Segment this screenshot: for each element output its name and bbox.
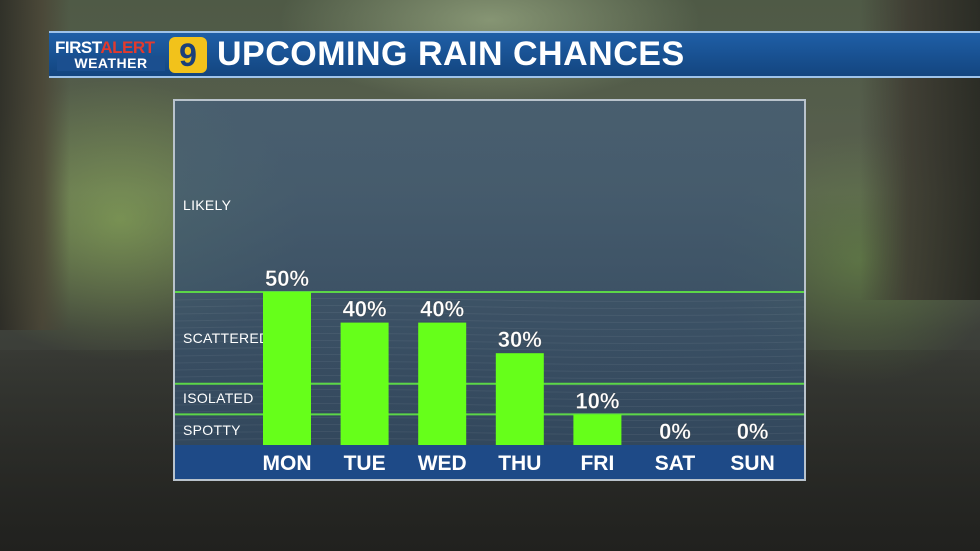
day-label-wed: WED bbox=[418, 452, 467, 475]
day-label-tue: TUE bbox=[344, 452, 386, 475]
value-label-thu: 30% bbox=[498, 327, 542, 352]
bar-wed bbox=[418, 322, 467, 445]
first-alert-weather-logo: FIRSTALERT WEATHER 9 bbox=[55, 37, 215, 73]
logo-first-alert: FIRSTALERT bbox=[55, 38, 155, 58]
channel-9-badge: 9 bbox=[169, 37, 207, 73]
day-label-fri: FRI bbox=[580, 452, 614, 475]
bar-mon bbox=[263, 292, 311, 445]
day-label-sat: SAT bbox=[655, 452, 696, 475]
value-label-wed: 40% bbox=[420, 297, 464, 322]
logo-first-text: FIRST bbox=[55, 38, 101, 57]
rain-chance-chart: SPOTTY ISOLATED SCATTERED LIKELY 50% MON 40% TU… bbox=[175, 197, 804, 479]
day-label-sun: SUN bbox=[730, 452, 774, 475]
bar-fri bbox=[573, 414, 622, 445]
bar-thu bbox=[495, 353, 544, 445]
value-label-fri: 10% bbox=[575, 388, 619, 413]
band-label-likely: LIKELY bbox=[183, 197, 232, 213]
day-label-thu: THU bbox=[498, 452, 541, 475]
value-label-sat: 0% bbox=[659, 419, 691, 444]
value-label-mon: 50% bbox=[265, 266, 309, 291]
logo-weather-text: WEATHER bbox=[57, 56, 165, 71]
chart-panel: SPOTTY ISOLATED SCATTERED LIKELY 50% MON 40% TU… bbox=[173, 99, 806, 481]
page-title: UPCOMING RAIN CHANCES bbox=[217, 35, 685, 73]
value-label-sun: 0% bbox=[737, 419, 769, 444]
title-bar: FIRSTALERT WEATHER 9 UPCOMING RAIN CHANC… bbox=[49, 31, 980, 78]
value-label-tue: 40% bbox=[343, 297, 387, 322]
day-axis-strip bbox=[175, 445, 804, 479]
band-label-spotty: SPOTTY bbox=[183, 422, 241, 438]
band-label-scattered: SCATTERED bbox=[183, 330, 269, 346]
band-label-isolated: ISOLATED bbox=[183, 390, 254, 406]
bar-tue bbox=[340, 322, 389, 445]
logo-alert-text: ALERT bbox=[100, 38, 155, 57]
day-label-mon: MON bbox=[263, 452, 312, 475]
